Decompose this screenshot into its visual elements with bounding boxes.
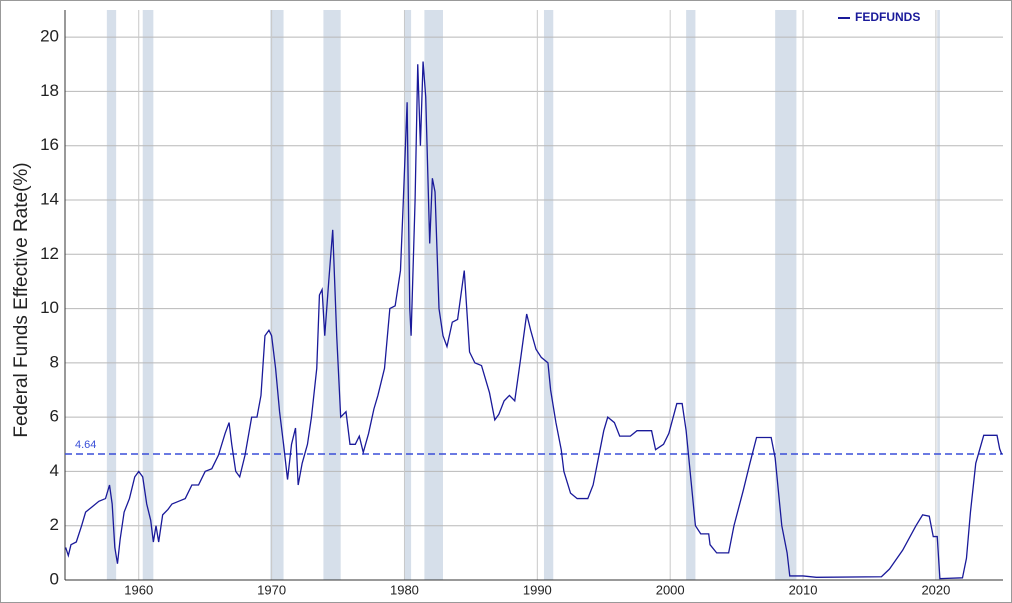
x-tick-label: 1980 (390, 582, 419, 597)
y-tick-label: 20 (40, 27, 59, 46)
recession-band (543, 10, 554, 580)
legend-label: FEDFUNDS (855, 10, 920, 24)
y-tick-label: 8 (50, 352, 59, 371)
x-tick-label: 1960 (124, 582, 153, 597)
recession-band (775, 10, 797, 580)
recession-band (404, 10, 412, 580)
recession-band (270, 10, 284, 580)
y-tick-label: 10 (40, 298, 59, 317)
y-tick-label: 18 (40, 81, 59, 100)
x-tick-label: 2000 (656, 582, 685, 597)
x-tick-label: 1970 (257, 582, 286, 597)
reference-label: 4.64 (75, 439, 96, 451)
y-tick-label: 12 (40, 244, 59, 263)
recession-band (106, 10, 117, 580)
recession-band (323, 10, 341, 580)
y-tick-label: 4 (50, 461, 59, 480)
x-tick-label: 2020 (921, 582, 950, 597)
series-line (65, 61, 1003, 580)
recession-band (937, 10, 940, 580)
recession-band (142, 10, 154, 580)
y-axis-label: Federal Funds Effective Rate(%) (11, 162, 32, 437)
x-tick-label: 1990 (523, 582, 552, 597)
y-tick-label: 16 (40, 135, 59, 154)
recession-band (686, 10, 696, 580)
recession-band (424, 10, 443, 580)
y-tick-label: 14 (40, 189, 59, 208)
y-tick-label: 2 (50, 515, 59, 534)
y-tick-label: 0 (50, 569, 59, 588)
y-tick-label: 6 (50, 407, 59, 426)
x-tick-label: 2010 (789, 582, 818, 597)
